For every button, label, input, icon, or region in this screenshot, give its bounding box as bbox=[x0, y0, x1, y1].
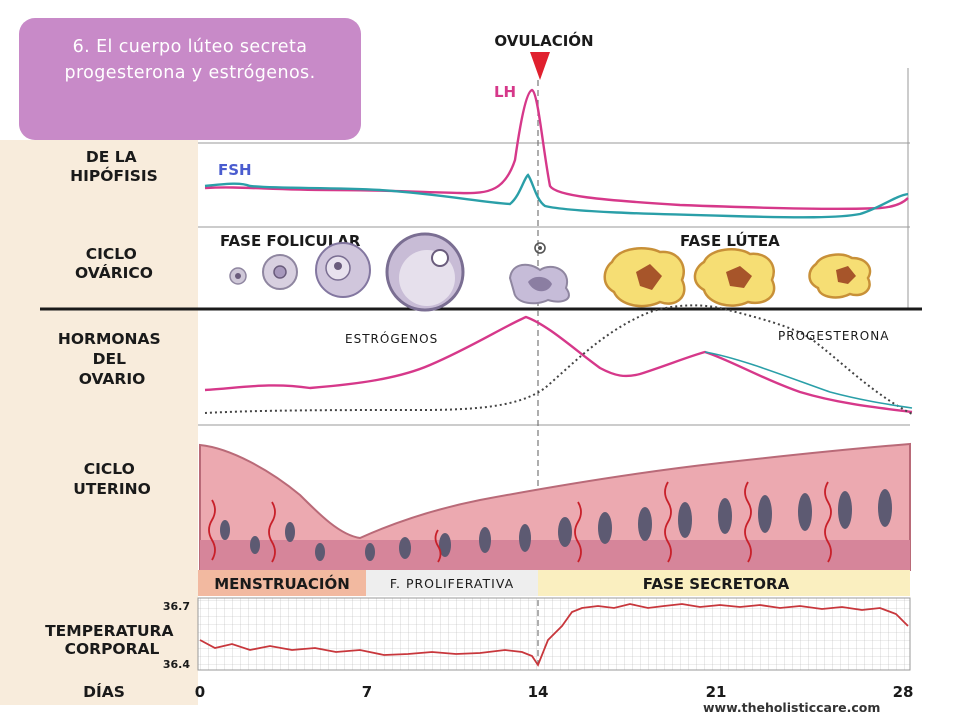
day-tick-28: 28 bbox=[893, 683, 914, 701]
secretory-band bbox=[538, 570, 910, 596]
day-tick-14: 14 bbox=[528, 683, 549, 701]
estrogen-label: ESTRÓGENOS bbox=[345, 331, 438, 346]
lh-label: LH bbox=[494, 83, 516, 101]
endometrium-illustration bbox=[199, 442, 911, 571]
released-ovum-icon bbox=[534, 242, 546, 254]
callout-text: 6. El cuerpo lúteo secreta progesterona … bbox=[64, 37, 316, 83]
spiral-arteries bbox=[208, 481, 832, 563]
oocyte-icon bbox=[431, 249, 449, 267]
temperature-curve bbox=[199, 603, 909, 667]
source-credit: www.theholisticcare.com bbox=[703, 700, 881, 715]
day-tick-21: 21 bbox=[706, 683, 727, 701]
callout-box: 6. El cuerpo lúteo secreta progesterona … bbox=[19, 18, 361, 140]
released-ovum-core-icon bbox=[538, 246, 542, 250]
basal-layer bbox=[200, 540, 910, 570]
estrogen-curve bbox=[204, 315, 913, 414]
progesterone-label: PROGESTERONA bbox=[778, 329, 889, 343]
endometrial-glands bbox=[220, 489, 892, 561]
row-label-ovarico: CICLO OVÁRICO bbox=[75, 245, 153, 282]
row-label-temperatura: TEMPERATURA CORPORAL bbox=[45, 622, 179, 658]
ovarian-hormone-aux-curve bbox=[704, 351, 913, 409]
day-tick-0: 0 bbox=[195, 683, 205, 701]
oocyte-icon bbox=[334, 262, 342, 270]
row-label-dias: DÍAS bbox=[83, 682, 125, 701]
proliferative-label: F. PROLIFERATIVA bbox=[390, 576, 514, 591]
menstruation-label: MENSTRUACIÓN bbox=[214, 574, 350, 593]
corpus-luteum-center-icon bbox=[726, 266, 752, 288]
row-label-hipofisis: DE LA HIPÓFISIS bbox=[70, 148, 158, 185]
follicular-phase-label: FASE FOLICULAR bbox=[220, 232, 361, 250]
panel-dividers bbox=[198, 68, 910, 426]
corpus-luteum-stages bbox=[603, 247, 872, 308]
fsh-curve bbox=[204, 173, 909, 219]
luteal-phase-label: FASE LÚTEA bbox=[680, 231, 780, 250]
temperature-max-label: 36.7 bbox=[163, 600, 190, 613]
ovulation-label: OVULACIÓN bbox=[494, 31, 593, 50]
ruptured-follicle-center-icon bbox=[528, 276, 552, 292]
secretory-label: FASE SECRETORA bbox=[643, 575, 790, 593]
temperature-min-label: 36.4 bbox=[163, 658, 190, 671]
proliferative-band bbox=[366, 570, 538, 596]
corpus-luteum-center-icon bbox=[836, 266, 856, 284]
oocyte-icon bbox=[235, 273, 241, 279]
day-tick-7: 7 bbox=[362, 683, 372, 701]
ovulation-marker-icon bbox=[530, 52, 550, 80]
follicle-stages bbox=[229, 232, 570, 312]
oocyte-icon bbox=[273, 265, 287, 279]
progesterone-curve bbox=[204, 304, 913, 415]
corpus-luteum-center-icon bbox=[636, 264, 662, 290]
endometrium-layer bbox=[199, 442, 911, 571]
row-label-hormonas: HORMONAS DEL OVARIO bbox=[58, 330, 166, 388]
fsh-label: FSH bbox=[218, 161, 252, 179]
menstruation-band bbox=[198, 570, 366, 596]
row-label-uterino: CICLO UTERINO bbox=[73, 460, 151, 498]
label-column-background bbox=[0, 140, 198, 705]
